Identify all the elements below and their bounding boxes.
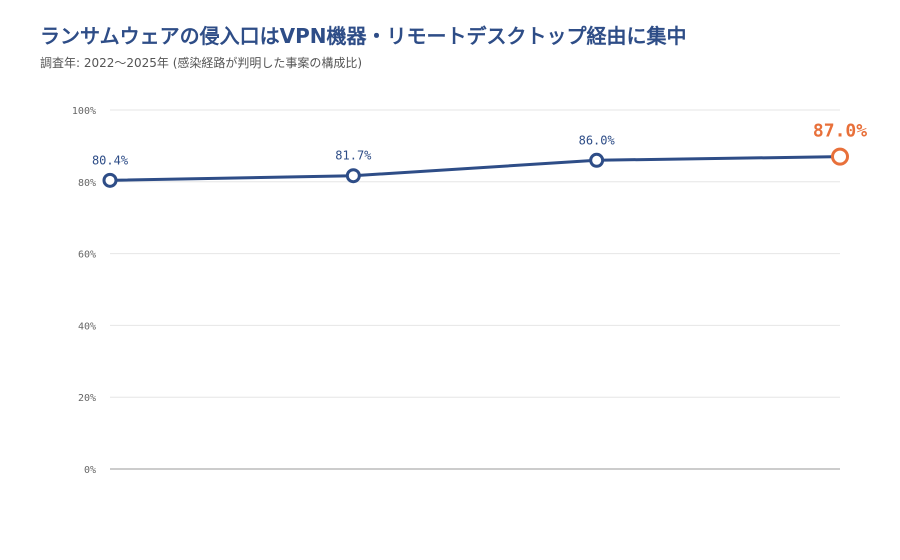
data-label-highlight: 87.0% <box>813 121 867 142</box>
y-tick-label: 80% <box>78 178 96 189</box>
series-line <box>109 155 841 182</box>
data-label: 86.0% <box>579 133 616 147</box>
data-point <box>102 172 118 188</box>
y-tick-label: 100% <box>72 106 96 117</box>
data-label: 80.4% <box>92 153 129 167</box>
chart-title: ランサムウェアの侵入口はVPN機器・リモートデスクトップ経由に集中 <box>40 24 687 48</box>
gridlines <box>110 109 840 398</box>
data-point <box>345 168 361 184</box>
data-point <box>589 152 605 168</box>
data-labels: 80.4% 81.7% 86.0% 87.0% <box>92 121 867 168</box>
chart-subtitle: 調査年: 2022〜2025年 (感染経路が判明した事案の構成比) <box>40 56 363 70</box>
y-tick-label: 0% <box>84 465 96 476</box>
data-points <box>102 147 849 188</box>
data-point-highlight <box>831 147 849 166</box>
data-label: 81.7% <box>335 149 372 163</box>
y-tick-label: 60% <box>78 250 96 261</box>
y-tick-label: 40% <box>78 321 96 332</box>
y-tick-label: 20% <box>78 393 96 404</box>
y-axis-ticks: 0% 20% 40% 60% 80% 100% <box>72 106 96 476</box>
